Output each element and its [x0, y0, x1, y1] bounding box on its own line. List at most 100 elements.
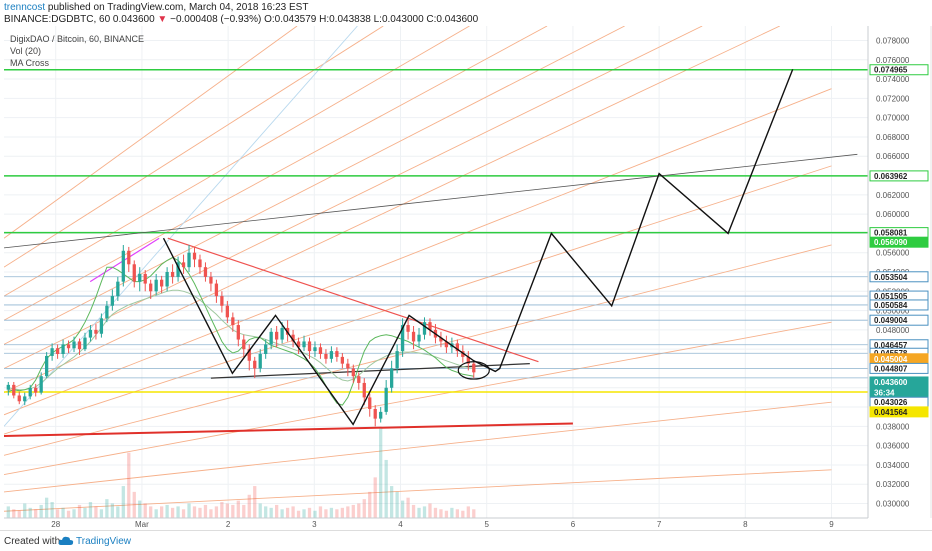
price-tag — [869, 170, 929, 182]
price-tick-label: 0.070000 — [876, 114, 910, 123]
volume-bar — [225, 503, 230, 518]
volume-bar — [406, 497, 410, 518]
volume-bar — [351, 504, 355, 518]
created-with-text: Created with — [4, 536, 61, 547]
volume-bar — [181, 509, 186, 518]
volume-bar — [291, 506, 295, 518]
candle-body — [99, 318, 104, 334]
candle-body — [198, 259, 202, 268]
candle-body — [258, 354, 262, 369]
candle-body — [77, 341, 82, 350]
candle-body — [236, 325, 240, 340]
volume-bar — [23, 503, 27, 518]
volume-bar — [121, 486, 125, 518]
volume-bar — [264, 506, 268, 518]
price-tick-label: 0.074000 — [876, 75, 910, 84]
volume-bar — [362, 499, 366, 518]
ma-fast-line — [8, 256, 474, 406]
volume-bar — [302, 509, 306, 518]
candle-body — [439, 337, 443, 342]
price-tag — [869, 314, 929, 326]
volume-bar — [220, 502, 224, 518]
price-tag-label: 0.051505 — [874, 292, 908, 301]
volume-bar — [428, 503, 432, 518]
volume-bar — [285, 507, 290, 518]
tradingview-logo[interactable]: TradingView — [58, 536, 131, 547]
price-tag-label: 0.043600 — [874, 378, 908, 387]
fan-line — [4, 88, 832, 416]
candle-body — [132, 264, 136, 282]
candle-body — [340, 356, 345, 364]
price-tag-label: 0.045004 — [874, 355, 908, 364]
price-tag — [869, 64, 929, 76]
volume-bar — [269, 507, 273, 518]
projection-path — [162, 69, 794, 426]
candle-body — [379, 411, 383, 419]
cloud-icon — [58, 536, 74, 545]
author-link[interactable]: trenncost — [4, 2, 46, 13]
price-tick-label: 0.076000 — [876, 56, 910, 65]
candle-body — [335, 351, 339, 357]
fan-line — [4, 26, 470, 297]
candle-body — [351, 368, 355, 377]
volume-bar — [50, 502, 54, 518]
fan-line — [4, 321, 832, 476]
volume-bar — [94, 506, 98, 518]
price-tag — [869, 299, 929, 311]
volume-bar — [45, 497, 49, 518]
time-tick-label: Mar — [135, 520, 149, 529]
trend-line — [4, 153, 858, 249]
candle-body — [143, 273, 147, 284]
volume-bar — [160, 506, 164, 518]
volume-bar — [34, 509, 38, 518]
fan-line — [4, 26, 384, 268]
change-arrow-icon: ▼ — [157, 14, 168, 25]
volume-bar — [170, 507, 175, 518]
volume-bar — [275, 504, 279, 518]
legend-ma-cross: MA Cross — [10, 58, 50, 68]
volume-bar — [472, 509, 476, 518]
volume-bar — [66, 510, 71, 518]
volume-bar — [154, 509, 158, 518]
time-tick-label: 6 — [571, 520, 576, 529]
candle-body — [55, 348, 60, 354]
candle-body — [34, 387, 38, 393]
price-tick-label: 0.030000 — [876, 500, 910, 509]
volume-bar — [357, 503, 361, 518]
candle-body — [83, 337, 87, 350]
time-tick-label: 3 — [312, 520, 317, 529]
trend-line — [4, 422, 573, 437]
volume-bar — [318, 506, 323, 518]
last-price: 0.043600 — [112, 14, 155, 25]
volume-bar — [231, 504, 235, 518]
candle-body — [23, 396, 27, 402]
volume-bar — [203, 504, 208, 518]
volume-bar — [455, 509, 460, 518]
volume-bar — [450, 507, 454, 518]
candle-body — [72, 341, 76, 349]
tradingview-brand: TradingView — [76, 536, 132, 547]
price-tag — [869, 362, 929, 374]
price-tag-label: 0.049004 — [874, 316, 908, 325]
plot-area — [4, 26, 868, 518]
candle-body — [411, 331, 416, 342]
price-tag-label: 0.053504 — [874, 273, 908, 282]
candle-body — [384, 387, 388, 412]
candle-body — [181, 262, 186, 268]
candle-body — [110, 296, 115, 306]
price-tag-label: 0.058081 — [874, 229, 908, 238]
price-chart[interactable]: 0.078000 0.076000 0.074000 0.072000 0.070000… — [0, 0, 932, 530]
price-change: −0.000408 (−0.93%) — [170, 14, 262, 25]
chart-header: trenncost published on TradingView.com, … — [0, 0, 932, 26]
candle-body — [220, 296, 224, 306]
candle-body — [400, 325, 405, 352]
fan-line — [4, 244, 832, 456]
price-tag — [869, 271, 929, 283]
candle-body — [209, 276, 213, 284]
footer: Created with TradingView — [0, 530, 932, 551]
price-tag — [869, 406, 929, 418]
candle-body — [12, 384, 16, 396]
candle-body — [324, 354, 328, 359]
legend-volume: Vol (20) — [10, 46, 42, 56]
volume-bar — [138, 500, 142, 518]
